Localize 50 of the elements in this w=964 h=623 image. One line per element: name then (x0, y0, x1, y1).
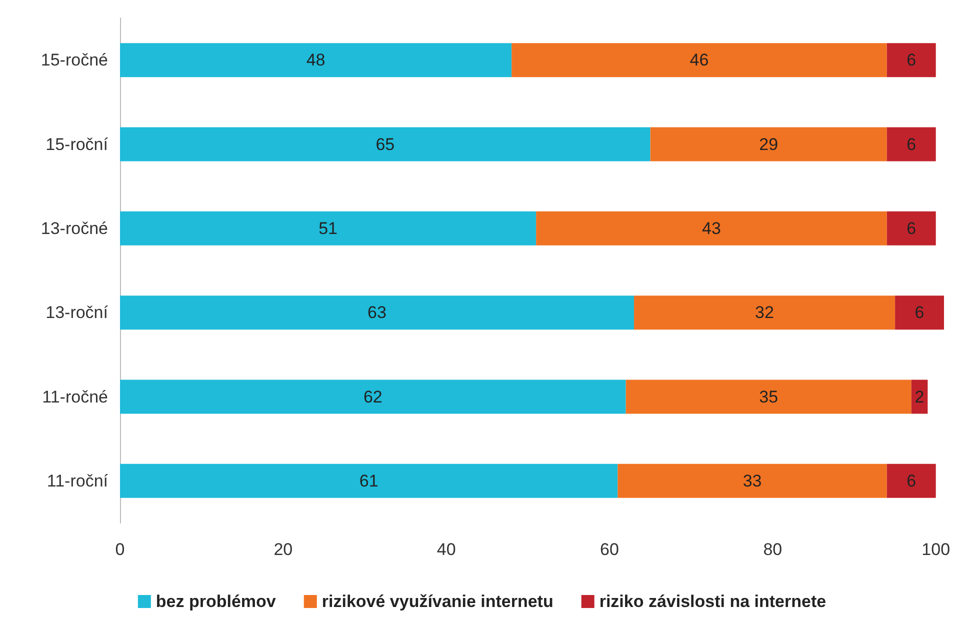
y-tick-label: 15-roční (46, 134, 108, 154)
y-tick-label: 11-ročné (42, 387, 108, 406)
bar (626, 380, 912, 414)
bar (120, 211, 536, 246)
x-tick-label: 100 (922, 540, 950, 559)
bar (618, 464, 887, 498)
data-label: 6 (906, 218, 916, 238)
data-label: 6 (914, 303, 924, 322)
data-label: 32 (755, 303, 774, 322)
data-label: 2 (914, 387, 924, 406)
bar (886, 211, 936, 246)
y-tick-label: 13-ročné (40, 218, 108, 238)
bar (120, 296, 634, 330)
legend-label: bez problémov (156, 592, 276, 611)
data-label: 46 (690, 50, 709, 70)
bar (886, 127, 936, 162)
y-tick-label: 13-roční (46, 303, 108, 322)
bar (120, 464, 618, 498)
bar (650, 127, 887, 162)
bar (886, 43, 936, 78)
bar (895, 296, 944, 330)
x-tick-label: 60 (600, 540, 619, 559)
x-tick-label: 20 (274, 540, 293, 559)
data-label: 63 (368, 303, 386, 322)
bar (634, 296, 896, 330)
bar (512, 43, 887, 78)
data-label: 29 (759, 134, 778, 154)
x-tick-label: 40 (436, 540, 456, 559)
x-tick-label: 0 (115, 540, 125, 559)
data-label: 61 (359, 471, 378, 490)
data-label: 6 (906, 471, 916, 490)
y-tick-label: 15-ročné (40, 50, 108, 70)
bar (120, 380, 626, 414)
bar (536, 211, 887, 246)
legend-label: rizikové využívanie internetu (322, 592, 554, 611)
bar (120, 43, 512, 78)
data-label: 51 (318, 218, 338, 238)
data-label: 62 (363, 387, 382, 406)
data-label: 33 (742, 471, 762, 490)
bar (886, 464, 936, 498)
legend-label: riziko závislosti na internete (599, 592, 826, 611)
data-label: 6 (906, 50, 916, 70)
data-label: 6 (906, 134, 916, 154)
y-tick-label: 11-roční (46, 471, 108, 490)
x-tick-label: 80 (763, 540, 782, 559)
data-label: 35 (759, 387, 778, 406)
data-label: 43 (702, 218, 721, 238)
data-label: 65 (376, 134, 395, 154)
bar (120, 127, 650, 162)
data-label: 48 (306, 50, 326, 70)
